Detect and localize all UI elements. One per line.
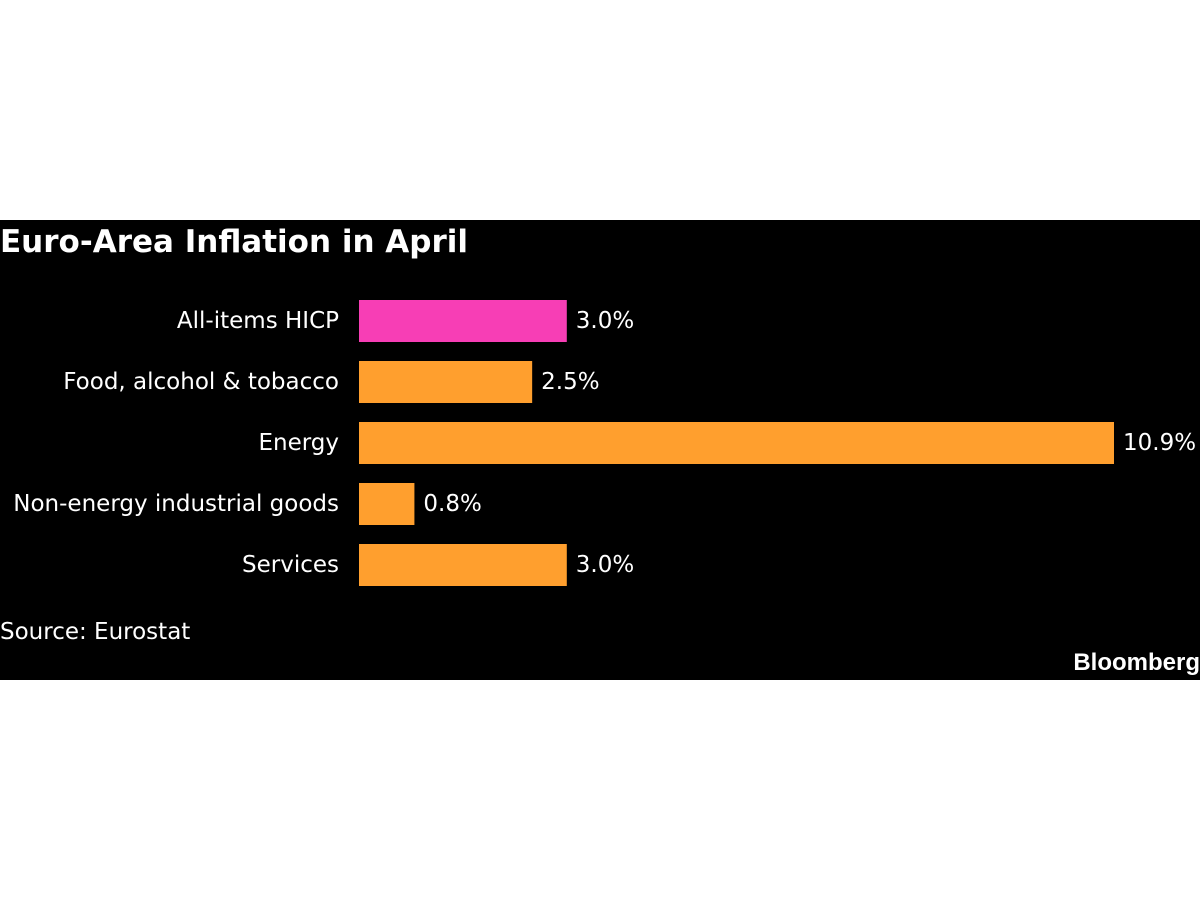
bar: [359, 300, 567, 342]
category-label: Non-energy industrial goods: [13, 491, 339, 517]
value-label: 2.5%: [541, 369, 599, 395]
bar: [359, 422, 1114, 464]
category-label: All-items HICP: [177, 308, 339, 334]
category-label: Services: [242, 552, 339, 578]
chart-title: Euro-Area Inflation in April: [0, 224, 469, 260]
bar: [359, 544, 567, 586]
value-label: 3.0%: [576, 552, 634, 578]
category-label: Energy: [258, 430, 339, 456]
category-label: Food, alcohol & tobacco: [63, 369, 339, 395]
bar: [359, 361, 533, 403]
bar: [359, 483, 415, 525]
value-label: 3.0%: [576, 308, 634, 334]
value-label: 10.9%: [1123, 430, 1196, 456]
bar-chart: All-items HICP 3.0% Food, alcohol & tobacc…: [13, 300, 1196, 586]
source-note: Source: Eurostat: [0, 619, 191, 645]
bloomberg-logo: Bloomberg: [1073, 649, 1200, 676]
value-label: 0.8%: [423, 491, 481, 517]
chart-panel: Euro-Area Inflation in April All-items H…: [0, 220, 1200, 680]
